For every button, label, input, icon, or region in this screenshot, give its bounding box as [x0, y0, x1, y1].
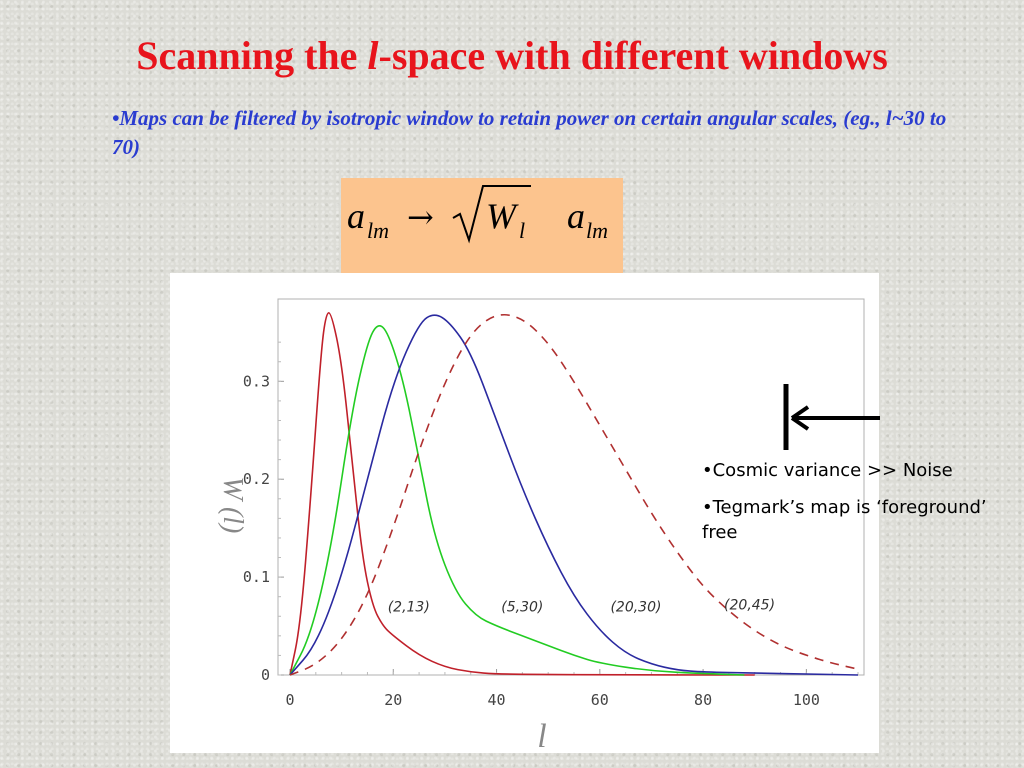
x-tick-label: 80	[694, 691, 712, 709]
y-tick-label: 0	[261, 666, 270, 684]
y-tick-label: 0.3	[243, 372, 270, 390]
title-italic-l: l	[367, 33, 379, 78]
formula: a lm → W l a lm	[347, 185, 608, 244]
formula-a-left: a	[347, 196, 365, 236]
formula-a-right: a	[567, 196, 585, 236]
x-tick-label: 100	[793, 691, 820, 709]
notes-list: •Cosmic variance >> Noise •Tegmark’s map…	[702, 458, 1024, 557]
title-part-2: -space with different windows	[378, 33, 888, 78]
curve-annotation: (20,30)	[610, 599, 661, 615]
title-part-1: Scanning the	[136, 33, 368, 78]
formula-box: a lm → W l a lm	[341, 178, 623, 281]
series-layer	[289, 311, 859, 676]
sqrt-sign	[452, 185, 531, 244]
curve-annotation: (2,13)	[388, 599, 430, 615]
formula-arrow: →	[407, 198, 434, 236]
series-line-4	[289, 313, 859, 676]
series-line-1	[289, 311, 755, 676]
curve-annotation: (5,30)	[501, 599, 543, 615]
axes: 0 20 40 60 80 100 0 0.1 0.2 0.3	[243, 341, 859, 709]
chart-panel: 0 20 40 60 80 100 0 0.1 0.2 0.3 (2,13) (5,30) (20,3…	[170, 273, 879, 753]
x-tick-label: 40	[488, 691, 506, 709]
y-tick-label: 0.1	[243, 568, 270, 586]
arrow-head	[790, 405, 810, 431]
annotations-layer: (2,13) (5,30) (20,30) (20,45)	[388, 597, 775, 615]
x-tick-label: 60	[591, 691, 609, 709]
x-tick-label: 0	[285, 691, 294, 709]
intro-bullet: •Maps can be filtered by isotropic windo…	[112, 106, 947, 159]
series-line-2	[289, 325, 745, 676]
formula-W: W	[486, 196, 519, 236]
window-function-chart: 0 20 40 60 80 100 0 0.1 0.2 0.3 (2,13) (5,30) (20,3…	[217, 298, 865, 753]
formula-lm-right: lm	[586, 218, 608, 243]
arrow-marker	[783, 384, 880, 450]
curve-annotation: (20,45)	[724, 597, 775, 613]
x-axis-label: l	[537, 718, 546, 753]
x-tick-label: 20	[384, 691, 402, 709]
note-tegmark-map: •Tegmark’s map is ‘foreground’ free	[702, 497, 987, 543]
formula-lm-left: lm	[367, 218, 389, 243]
formula-l-sub: l	[519, 218, 525, 243]
note-cosmic-variance: •Cosmic variance >> Noise	[702, 460, 953, 481]
y-tick-label: 0.2	[243, 470, 270, 488]
slide-title: Scanning the l-space with different wind…	[0, 32, 1024, 79]
series-line-3	[289, 314, 859, 676]
y-axis-label: W (l)	[217, 477, 248, 534]
